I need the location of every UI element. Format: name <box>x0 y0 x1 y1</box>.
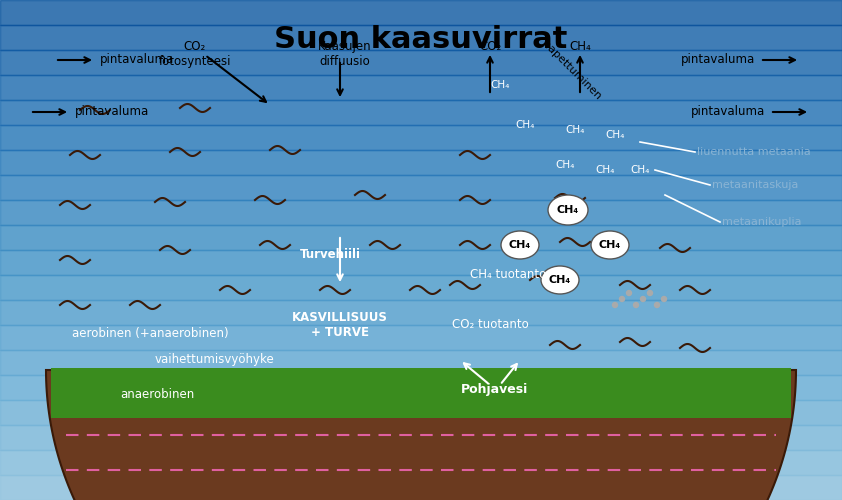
Bar <box>0 225 842 250</box>
Text: CH₄ tuotanto: CH₄ tuotanto <box>470 268 546 281</box>
Text: CH₄: CH₄ <box>605 130 625 140</box>
Bar <box>0 175 842 200</box>
Text: liuennutta metaania: liuennutta metaania <box>697 147 811 157</box>
Text: metaanitaskuja: metaanitaskuja <box>712 180 798 190</box>
Ellipse shape <box>591 231 629 259</box>
Text: CH₄: CH₄ <box>556 160 575 170</box>
Bar <box>0 375 842 400</box>
Text: KASVILLISUUS
+ TURVE: KASVILLISUUS + TURVE <box>292 311 388 339</box>
Text: CO₂: CO₂ <box>479 40 501 53</box>
Circle shape <box>654 302 659 308</box>
Text: CH₄: CH₄ <box>599 240 621 250</box>
Bar <box>0 425 842 450</box>
Bar <box>0 100 842 125</box>
Text: CH₄: CH₄ <box>557 205 579 215</box>
Bar <box>0 75 842 100</box>
Text: CH₄: CH₄ <box>569 40 591 53</box>
Text: metaanikuplia: metaanikuplia <box>722 217 802 227</box>
Bar <box>0 475 842 500</box>
Polygon shape <box>46 370 796 500</box>
Text: Suon kaasuvirrat: Suon kaasuvirrat <box>274 25 568 54</box>
Text: hapettuminen: hapettuminen <box>540 38 603 102</box>
Bar <box>51 368 791 418</box>
Circle shape <box>647 290 653 296</box>
Ellipse shape <box>501 231 539 259</box>
Text: CH₄: CH₄ <box>490 80 509 90</box>
Bar <box>0 250 842 275</box>
Bar <box>0 0 842 25</box>
Bar <box>0 350 842 375</box>
Text: CH₄: CH₄ <box>549 275 571 285</box>
Ellipse shape <box>541 266 579 294</box>
Text: pintavaluma: pintavaluma <box>75 106 149 118</box>
Bar <box>0 150 842 175</box>
Text: CH₄: CH₄ <box>515 120 535 130</box>
Circle shape <box>620 296 625 302</box>
Text: Pohjavesi: Pohjavesi <box>461 384 529 396</box>
Circle shape <box>612 302 617 308</box>
Bar <box>0 450 842 475</box>
Text: anaerobinen: anaerobinen <box>120 388 195 402</box>
Text: Kaasujen
diffuusio: Kaasujen diffuusio <box>318 40 372 68</box>
Text: vaihettumisvyöhyke: vaihettumisvyöhyke <box>155 354 274 366</box>
Circle shape <box>662 296 667 302</box>
Text: CH₄: CH₄ <box>631 165 650 175</box>
Bar <box>0 25 842 50</box>
Text: pintavaluma: pintavaluma <box>100 54 174 66</box>
Text: pintavaluma: pintavaluma <box>690 106 765 118</box>
Circle shape <box>633 302 638 308</box>
Text: aerobinen (+anaerobinen): aerobinen (+anaerobinen) <box>72 326 228 340</box>
Bar <box>0 275 842 300</box>
Text: CO₂
fotosynteesi: CO₂ fotosynteesi <box>159 40 232 68</box>
Text: CO₂ tuotanto: CO₂ tuotanto <box>451 318 529 332</box>
Bar <box>0 125 842 150</box>
Bar <box>0 50 842 75</box>
Polygon shape <box>51 368 791 418</box>
Text: CH₄: CH₄ <box>565 125 584 135</box>
Text: CH₄: CH₄ <box>595 165 615 175</box>
Bar <box>0 300 842 325</box>
Bar <box>0 325 842 350</box>
Text: pintavaluma: pintavaluma <box>680 54 755 66</box>
Bar <box>0 200 842 225</box>
Ellipse shape <box>548 195 588 225</box>
Circle shape <box>641 296 646 302</box>
Text: CH₄: CH₄ <box>509 240 531 250</box>
Text: Turvehiili: Turvehiili <box>300 248 360 262</box>
Bar <box>0 400 842 425</box>
Circle shape <box>626 290 632 296</box>
